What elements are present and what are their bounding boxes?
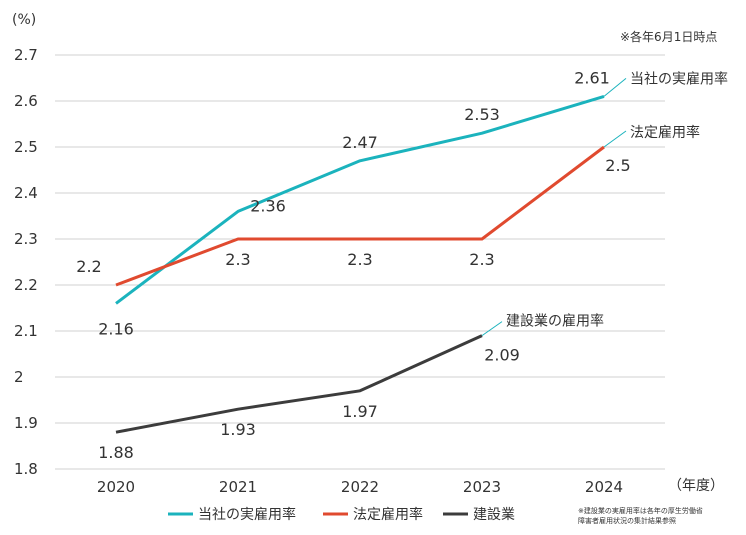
y-tick-label: 2 xyxy=(14,368,24,386)
y-tick-label: 2.5 xyxy=(14,138,38,156)
timing-note: ※各年6月1日時点 xyxy=(620,29,717,44)
x-axis-ticks: 2020 2021 2022 2023 2024 xyxy=(97,478,623,496)
x-unit-label: （年度） xyxy=(668,478,724,494)
data-label: 1.88 xyxy=(98,443,134,462)
legend-label-company: 当社の実雇用率 xyxy=(198,506,296,523)
legend-item-company: 当社の実雇用率 xyxy=(168,506,296,523)
x-tick-label: 2020 xyxy=(97,478,135,496)
y-axis-ticks: 1.8 1.9 2 2.1 2.2 2.3 2.4 2.5 2.6 2.7 xyxy=(14,46,38,478)
data-label: 2.53 xyxy=(464,105,500,124)
y-tick-label: 2.2 xyxy=(14,276,38,294)
source-note-line1: ※建設業の実雇用率は各年の厚生労働省 xyxy=(578,506,703,515)
y-tick-label: 2.4 xyxy=(14,184,38,202)
x-tick-label: 2021 xyxy=(219,478,257,496)
series-inline-label: 法定雇用率 xyxy=(630,124,700,141)
data-label: 2.3 xyxy=(347,250,372,269)
data-label: 2.16 xyxy=(98,319,134,338)
data-labels: 2.16 2.36 2.47 2.53 2.61 2.2 2.3 2.3 2.3 2.5 1.88 1… xyxy=(76,68,630,462)
data-label: 1.97 xyxy=(342,402,378,421)
data-label: 1.93 xyxy=(220,420,256,439)
callout-leader xyxy=(603,130,627,148)
y-tick-label: 2.1 xyxy=(14,322,38,340)
series-lines xyxy=(115,94,605,434)
x-tick-label: 2022 xyxy=(341,478,379,496)
y-tick-label: 1.9 xyxy=(14,414,38,432)
data-label: 2.09 xyxy=(484,346,520,365)
callout-leader xyxy=(603,78,627,97)
callout-leader xyxy=(481,321,503,337)
data-label: 2.3 xyxy=(469,250,494,269)
x-tick-label: 2023 xyxy=(463,478,501,496)
legend-label-construction: 建設業 xyxy=(473,507,515,523)
series-inline-label: 当社の実雇用率 xyxy=(630,70,728,87)
data-label: 2.47 xyxy=(342,133,378,152)
y-unit-label: (%) xyxy=(12,12,36,28)
x-tick-label: 2024 xyxy=(585,478,623,496)
data-label: 2.2 xyxy=(76,257,101,276)
data-label: 2.3 xyxy=(225,250,250,269)
y-tick-label: 2.6 xyxy=(14,92,38,110)
data-label: 2.5 xyxy=(605,156,630,175)
series-line-2 xyxy=(115,334,483,434)
source-note-line2: 障害者雇用状況の集計結果参照 xyxy=(578,516,676,525)
series-inline-label: 建設業の雇用率 xyxy=(506,313,604,330)
series-line-0 xyxy=(115,94,605,305)
y-tick-label: 2.3 xyxy=(14,230,38,248)
legend: 当社の実雇用率 法定雇用率 建設業 xyxy=(168,506,515,523)
legend-item-statutory: 法定雇用率 xyxy=(323,506,423,523)
series-line-1 xyxy=(115,145,605,287)
y-tick-label: 2.7 xyxy=(14,46,38,64)
legend-item-construction: 建設業 xyxy=(443,507,515,523)
legend-label-statutory: 法定雇用率 xyxy=(353,506,423,523)
y-tick-label: 1.8 xyxy=(14,460,38,478)
data-label: 2.36 xyxy=(250,196,286,215)
data-label: 2.61 xyxy=(574,68,610,87)
